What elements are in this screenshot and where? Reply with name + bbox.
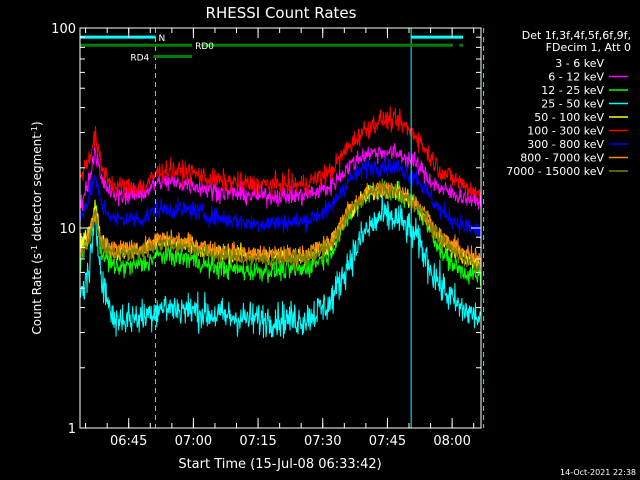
y-tick-label-0: 1 xyxy=(68,422,76,437)
legend-label-1: 6 - 12 keV xyxy=(548,71,604,84)
x-axis-label: Start Time (15-Jul-08 06:33:42) xyxy=(178,457,381,472)
legend-label-2: 12 - 25 keV xyxy=(541,84,604,97)
state-bar-label-N: N xyxy=(158,34,165,44)
legend-label-4: 50 - 100 keV xyxy=(534,111,604,124)
legend: Det 1f,3f,4f,5f,6f,9f, FDecim 1, Att 0 3… xyxy=(506,29,631,178)
x-tick-label-4: 07:45 xyxy=(369,434,406,449)
legend-header-line-2: FDecim 1, Att 0 xyxy=(546,41,631,54)
series-line-3 xyxy=(79,194,482,339)
series-line-8 xyxy=(79,178,482,275)
y-axis-label: Count Rate (s-1 detector segment-1) xyxy=(30,121,44,334)
x-tick-label-2: 07:15 xyxy=(239,434,276,449)
series-line-5 xyxy=(79,106,482,201)
series-layer xyxy=(79,106,482,339)
series-line-1 xyxy=(79,143,482,212)
axes-layer: 1 10 100 06:45 07:00 07:15 07:30 07:45 08:00 xyxy=(51,22,481,449)
markers-layer xyxy=(154,28,485,428)
footer-timestamp: 14-Oct-2021 22:38 xyxy=(560,468,636,477)
x-tick-label-3: 07:30 xyxy=(304,434,341,449)
legend-label-8: 7000 - 15000 keV xyxy=(506,165,604,178)
legend-header-line-1: Det 1f,3f,4f,5f,6f,9f, xyxy=(522,29,631,42)
legend-label-3: 25 - 50 keV xyxy=(541,98,604,111)
y-tick-label-1: 10 xyxy=(59,222,76,237)
x-tick-label-1: 07:00 xyxy=(175,434,212,449)
attenuator-bars-layer: N RD0 RD4 xyxy=(80,34,463,64)
series-line-6 xyxy=(79,154,482,239)
legend-label-7: 800 - 7000 keV xyxy=(520,152,604,165)
x-tick-label-0: 06:45 xyxy=(110,434,147,449)
y-tick-label-2: 100 xyxy=(51,22,76,37)
legend-label-6: 300 - 800 keV xyxy=(527,138,604,151)
chart-title: RHESSI Count Rates xyxy=(206,4,357,22)
x-tick-label-5: 08:00 xyxy=(433,434,470,449)
state-bar-label-RD4: RD4 xyxy=(130,54,149,64)
state-bar-label-RD0: RD0 xyxy=(195,42,214,52)
legend-label-0: 3 - 6 keV xyxy=(555,57,604,70)
series-line-0 xyxy=(79,184,482,298)
legend-label-5: 100 - 300 keV xyxy=(527,125,604,138)
